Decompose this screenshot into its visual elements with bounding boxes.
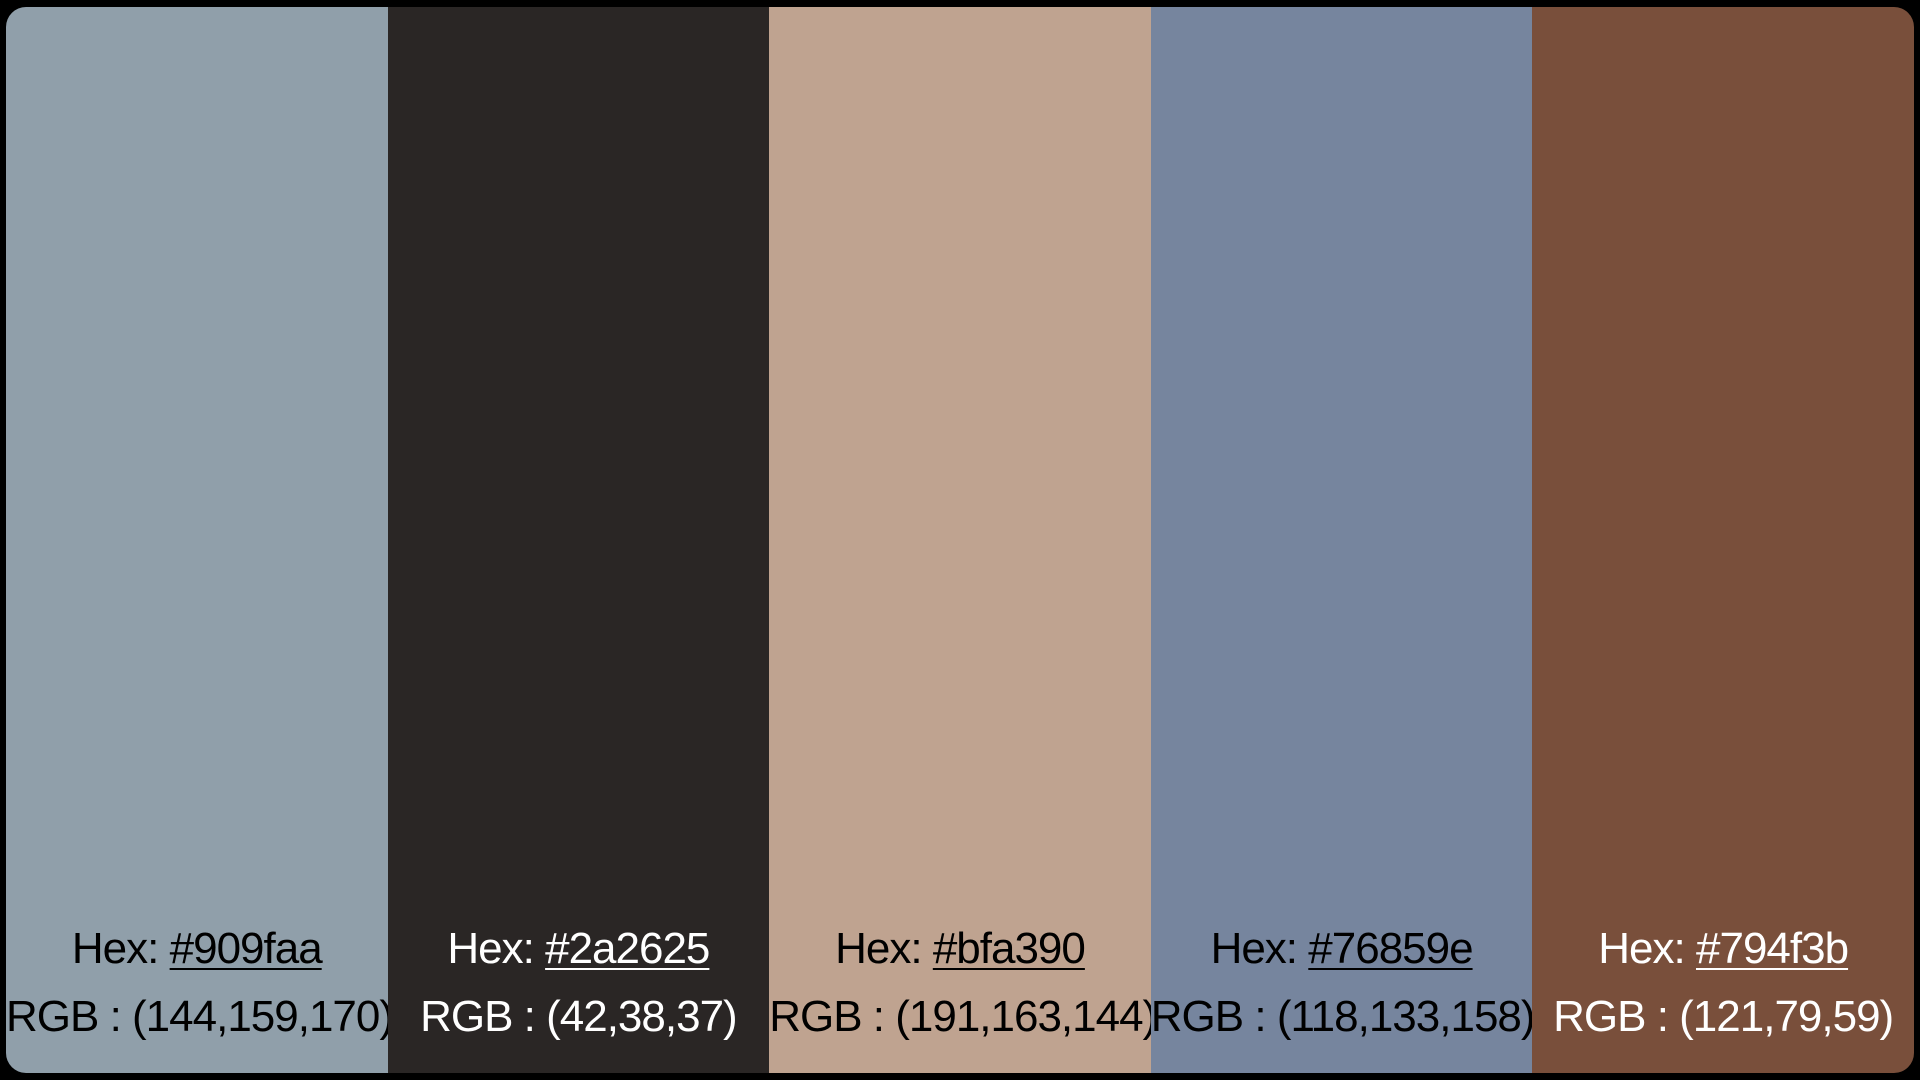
rgb-value: (121,79,59) xyxy=(1679,992,1894,1041)
swatch-caption: Hex: #794f3b RGB : (121,79,59) xyxy=(1532,915,1914,1051)
rgb-label: RGB : xyxy=(1150,992,1267,1041)
color-palette: Hex: #909faa RGB : (144,159,170) Hex: #2… xyxy=(6,7,1914,1073)
swatch-caption: Hex: #76859e RGB : (118,133,158) xyxy=(1150,915,1536,1051)
swatch-caption: Hex: #909faa RGB : (144,159,170) xyxy=(6,915,394,1051)
hex-label: Hex: xyxy=(1598,924,1685,973)
rgb-label: RGB : xyxy=(1553,992,1669,1041)
hex-line: Hex: #909faa xyxy=(6,915,388,983)
hex-value[interactable]: #bfa390 xyxy=(932,924,1086,973)
rgb-label: RGB : xyxy=(6,992,122,1041)
hex-label: Hex: xyxy=(1210,924,1298,973)
hex-label: Hex: xyxy=(447,924,534,973)
rgb-value: (118,133,158) xyxy=(1276,992,1536,1041)
hex-label: Hex: xyxy=(835,924,922,973)
color-swatch-2[interactable]: Hex: #2a2625 RGB : (42,38,37) xyxy=(387,7,770,1073)
hex-value[interactable]: #76859e xyxy=(1308,924,1473,973)
hex-line: Hex: #2a2625 xyxy=(388,915,770,983)
rgb-line: RGB : (191,163,144) xyxy=(769,983,1157,1051)
rgb-line: RGB : (42,38,37) xyxy=(388,983,770,1051)
hex-line: Hex: #76859e xyxy=(1151,915,1533,983)
hex-value[interactable]: #2a2625 xyxy=(545,924,710,973)
color-swatch-1[interactable]: Hex: #909faa RGB : (144,159,170) xyxy=(6,7,394,1073)
hex-value[interactable]: #909faa xyxy=(169,924,323,973)
color-swatch-5[interactable]: Hex: #794f3b RGB : (121,79,59) xyxy=(1532,7,1914,1073)
swatch-caption: Hex: #2a2625 RGB : (42,38,37) xyxy=(388,915,770,1051)
rgb-line: RGB : (144,159,170) xyxy=(6,983,394,1051)
rgb-label: RGB : xyxy=(420,992,536,1041)
hex-line: Hex: #794f3b xyxy=(1532,915,1914,983)
swatch-caption: Hex: #bfa390 RGB : (191,163,144) xyxy=(769,915,1157,1051)
hex-label: Hex: xyxy=(71,924,159,973)
rgb-line: RGB : (118,133,158) xyxy=(1150,983,1536,1051)
color-swatch-4[interactable]: Hex: #76859e RGB : (118,133,158) xyxy=(1150,7,1536,1073)
hex-value[interactable]: #794f3b xyxy=(1696,924,1849,973)
rgb-label: RGB : xyxy=(769,992,885,1041)
rgb-line: RGB : (121,79,59) xyxy=(1532,983,1914,1051)
rgb-value: (191,163,144) xyxy=(895,992,1157,1041)
color-swatch-3[interactable]: Hex: #bfa390 RGB : (191,163,144) xyxy=(769,7,1157,1073)
rgb-value: (42,38,37) xyxy=(546,992,738,1041)
hex-line: Hex: #bfa390 xyxy=(769,915,1151,983)
rgb-value: (144,159,170) xyxy=(132,992,394,1041)
